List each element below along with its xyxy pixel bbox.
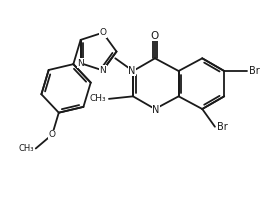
Text: O: O [49, 130, 56, 139]
Text: N: N [128, 66, 136, 76]
Text: N: N [77, 59, 84, 68]
Text: CH₃: CH₃ [89, 94, 106, 103]
Text: O: O [151, 31, 159, 41]
Text: Br: Br [249, 66, 260, 76]
Text: CH₃: CH₃ [18, 144, 34, 153]
Text: N: N [99, 66, 106, 75]
Text: O: O [99, 28, 106, 37]
Text: Br: Br [217, 122, 228, 132]
Text: N: N [152, 105, 160, 115]
